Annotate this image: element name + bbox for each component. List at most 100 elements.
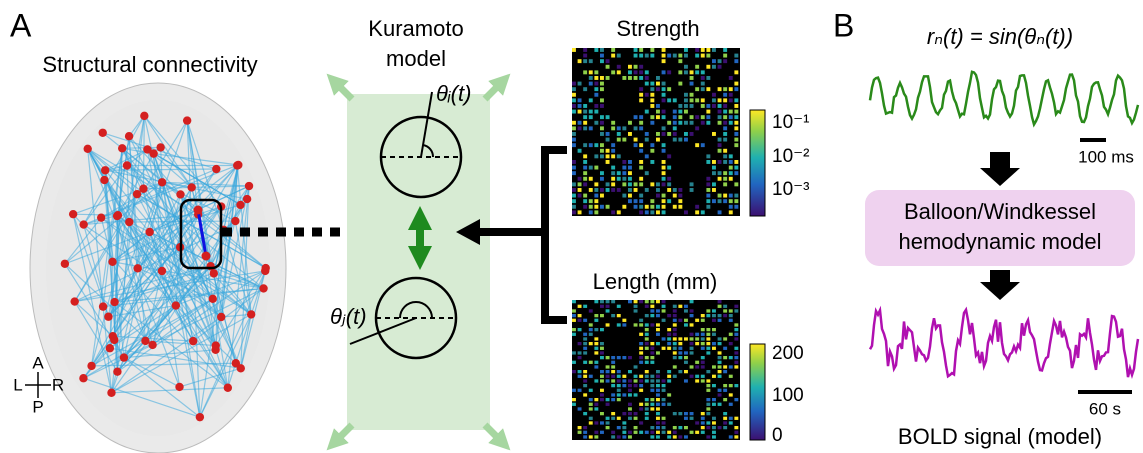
matrix-cell — [656, 389, 660, 392]
matrix-cell — [701, 417, 705, 420]
matrix-cell — [718, 356, 722, 359]
matrix-cell — [718, 314, 722, 317]
matrix-cell — [650, 431, 654, 434]
matrix-cell — [600, 82, 604, 86]
matrix-cell — [729, 384, 733, 387]
matrix-cell — [639, 205, 643, 209]
matrix-cell — [572, 104, 576, 108]
matrix-cell — [723, 412, 727, 415]
node — [133, 190, 141, 198]
matrix-cell — [650, 323, 654, 326]
matrix-cell — [706, 435, 710, 438]
matrix-cell — [701, 426, 705, 429]
node — [139, 185, 147, 193]
matrix-cell — [639, 126, 643, 130]
matrix-cell — [662, 160, 666, 164]
matrix-cell — [600, 87, 604, 91]
node — [87, 362, 95, 370]
node — [99, 302, 107, 310]
matrix-cell — [611, 70, 615, 74]
matrix-cell — [639, 93, 643, 97]
matrix-cell — [634, 205, 638, 209]
matrix-cell — [650, 398, 654, 401]
matrix-cell — [589, 110, 593, 114]
matrix-cell — [628, 132, 632, 136]
matrix-cell — [673, 98, 677, 102]
matrix-cell — [572, 398, 576, 401]
matrix-cell — [706, 194, 710, 198]
matrix-cell — [734, 104, 738, 108]
matrix-cell — [678, 337, 682, 340]
matrix-cell — [594, 110, 598, 114]
matrix-cell — [578, 389, 582, 392]
matrix-cell — [734, 59, 738, 63]
matrix-cell — [617, 435, 621, 438]
matrix-cell — [701, 70, 705, 74]
matrix-cell — [729, 166, 733, 170]
matrix-cell — [622, 375, 626, 378]
matrix-cell — [662, 205, 666, 209]
node — [202, 252, 211, 261]
matrix-cell — [622, 76, 626, 80]
matrix-cell — [589, 143, 593, 147]
matrix-cell — [662, 300, 666, 303]
matrix-cell — [673, 347, 677, 350]
matrix-cell — [583, 194, 587, 198]
colorbar-tick: 10⁻² — [772, 146, 810, 167]
matrix-cell — [734, 126, 738, 130]
node — [113, 367, 121, 375]
matrix-cell — [617, 370, 621, 373]
matrix-cell — [622, 171, 626, 175]
colorbar-tick: 0 — [772, 425, 783, 446]
matrix-cell — [611, 314, 615, 317]
matrix-cell — [578, 98, 582, 102]
matrix-cell — [634, 417, 638, 420]
matrix-cell — [706, 87, 710, 91]
matrix-cell — [645, 93, 649, 97]
matrix-cell — [729, 417, 733, 420]
matrix-cell — [695, 379, 699, 382]
matrix-cell — [606, 154, 610, 158]
matrix-cell — [718, 342, 722, 345]
matrix-cell — [734, 384, 738, 387]
matrix-cell — [684, 351, 688, 354]
matrix-cell — [662, 177, 666, 181]
matrix-cell — [678, 351, 682, 354]
matrix-cell — [594, 435, 598, 438]
matrix-cell — [729, 171, 733, 175]
node — [110, 336, 118, 344]
length-matrix — [572, 300, 740, 440]
matrix-cell — [729, 210, 733, 214]
matrix-cell — [667, 199, 671, 203]
matrix-cell — [690, 309, 694, 312]
matrix-cell — [662, 194, 666, 198]
matrix-cell — [662, 379, 666, 382]
matrix-cell — [606, 149, 610, 153]
matrix-cell — [729, 365, 733, 368]
matrix-cell — [712, 375, 716, 378]
matrix-cell — [606, 323, 610, 326]
matrix-cell — [734, 138, 738, 142]
matrix-cell — [572, 328, 576, 331]
matrix-cell — [723, 314, 727, 317]
matrix-cell — [701, 412, 705, 415]
matrix-cell — [684, 93, 688, 97]
matrix-cell — [611, 121, 615, 125]
matrix-cell — [723, 110, 727, 114]
matrix-cell — [594, 403, 598, 406]
matrix-cell — [572, 121, 576, 125]
bold-signal — [870, 310, 1138, 377]
matrix-cell — [617, 138, 621, 142]
matrix-cell — [734, 115, 738, 119]
matrix-cell — [656, 300, 660, 303]
matrix-cell — [734, 337, 738, 340]
matrix-cell — [617, 154, 621, 158]
node — [176, 190, 184, 198]
matrix-cell — [734, 166, 738, 170]
matrix-cell — [667, 188, 671, 192]
matrix-cell — [600, 347, 604, 350]
matrix-cell — [594, 182, 598, 186]
matrix-cell — [718, 403, 722, 406]
matrix-cell — [729, 199, 733, 203]
matrix-cell — [583, 182, 587, 186]
